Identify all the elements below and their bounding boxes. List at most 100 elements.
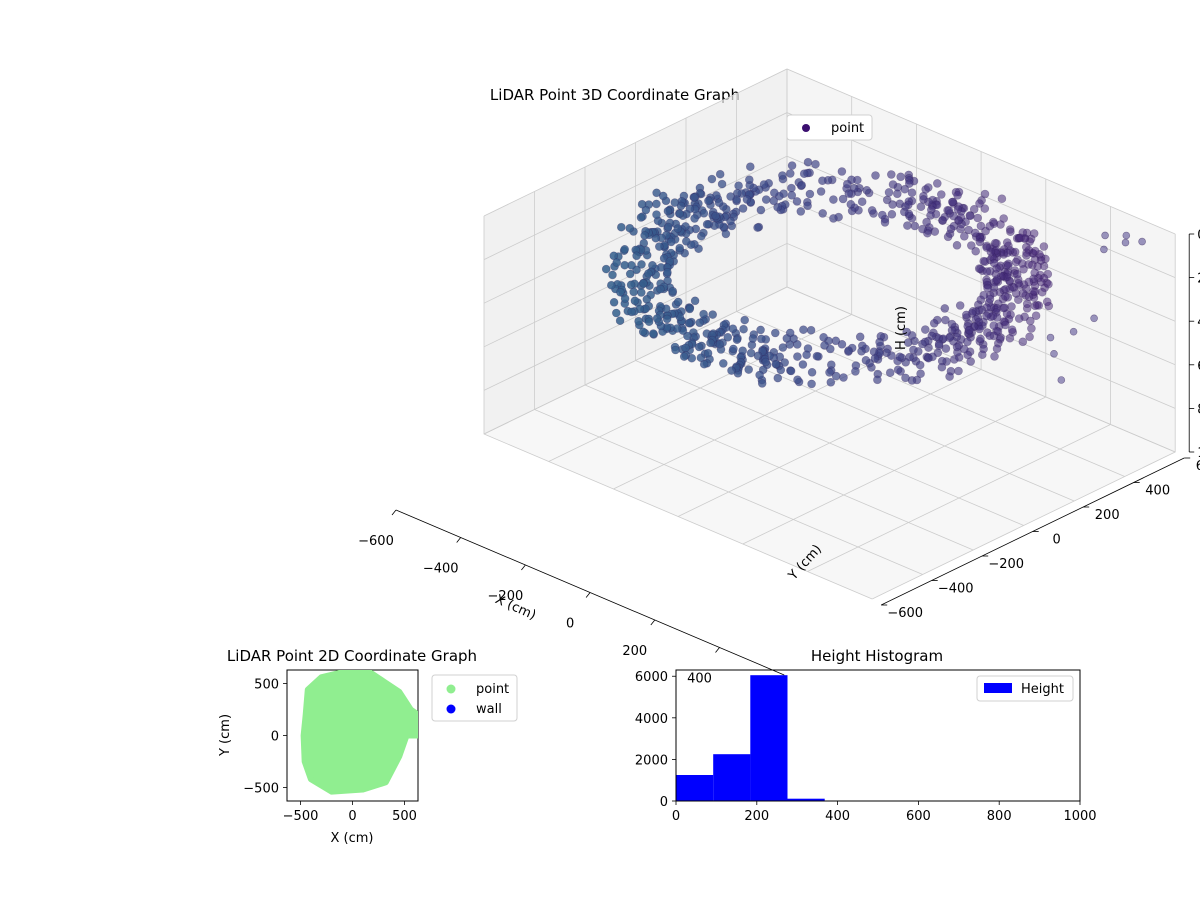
lidar-3d-point <box>636 213 646 222</box>
x-tick-label: 1000 <box>1063 809 1096 824</box>
lidar-3d-point <box>745 162 755 171</box>
lidar-3d-point <box>670 198 680 207</box>
histogram-title: Height Histogram <box>811 647 943 665</box>
lidar-3d-point <box>634 316 643 326</box>
lidar-3d-point <box>652 199 661 209</box>
lidar-3d-point <box>803 201 812 211</box>
lidar-3d-point <box>976 334 985 344</box>
lidar-3d-point <box>734 181 743 190</box>
lidar-3d-point <box>910 221 920 231</box>
lidar-3d-point <box>816 187 826 196</box>
lidar-3d-point <box>644 269 653 278</box>
lidar-3d-point <box>685 304 695 314</box>
lidar-3d-point <box>888 180 898 189</box>
h-tick-label: 800 <box>1197 402 1200 417</box>
lidar-3d-point <box>937 362 947 372</box>
lidar-3d-point <box>806 325 816 335</box>
lidar-3d-point <box>826 377 836 387</box>
lidar-3d-point <box>798 360 808 369</box>
lidar-3d-point <box>620 260 630 270</box>
lidar-3d-point <box>880 218 890 227</box>
lidar-3d-point <box>681 237 691 246</box>
lidar-3d-point <box>699 359 709 369</box>
lidar-3d-point <box>654 242 664 251</box>
lidar-3d-point <box>695 318 705 328</box>
lidar-3d-point <box>990 238 1000 248</box>
lidar-3d-point <box>965 211 975 220</box>
grid-h <box>483 68 1176 235</box>
lidar-3d-point <box>916 202 926 211</box>
lidar-3d-point <box>1007 325 1017 335</box>
lidar-3d-point <box>620 294 630 303</box>
lidar-3d-point <box>742 195 752 204</box>
lidar-3d-point <box>1026 316 1035 326</box>
lidar-3d-point <box>952 241 962 250</box>
histogram-legend: Height <box>976 675 1074 702</box>
lidar-3d-point <box>1006 227 1015 236</box>
lidar-3d-outlier <box>1122 231 1131 240</box>
lidar-3d-point <box>1013 295 1023 305</box>
lidar-3d-point <box>612 258 622 267</box>
lidar-3d-point <box>915 360 925 370</box>
lidar-3d-outlier <box>1046 333 1055 342</box>
lidar-3d-outlier <box>1138 237 1146 246</box>
lidar-3d-point <box>744 365 754 374</box>
lidar-3d-point <box>895 352 905 362</box>
lidar-3d-point <box>1027 324 1036 333</box>
lidar-3d-point <box>902 327 912 337</box>
lidar-3d-point <box>963 337 972 347</box>
lidar-3d-point <box>892 189 902 199</box>
lidar-3d-point <box>787 183 796 193</box>
lidar-3d-point <box>916 369 925 379</box>
lidar-3d-point <box>611 308 621 318</box>
lidar-3d-point <box>973 213 983 223</box>
x-tick-mark <box>391 509 397 516</box>
lidar-3d-point <box>997 194 1007 203</box>
lidar-3d-point <box>663 267 672 277</box>
lidar-3d-point <box>668 286 678 296</box>
lidar-3d-point <box>652 188 661 198</box>
lidar-3d-point <box>961 310 971 320</box>
lidar-3d-point <box>941 315 950 325</box>
lidar-3d-point <box>947 319 957 329</box>
lidar-3d-point <box>773 373 783 383</box>
lidar-3d-point <box>656 284 665 294</box>
x-tick-label: 800 <box>987 809 1012 824</box>
histogram-bar <box>750 675 788 801</box>
lidar-3d-point <box>903 221 912 230</box>
lidar-3d-point <box>626 280 636 290</box>
lidar-3d-point <box>934 339 944 349</box>
lidar-3d-legend-point: point <box>831 121 864 136</box>
lidar-3d-point <box>717 179 727 189</box>
lidar-2d-xlabel: X (cm) <box>331 831 374 846</box>
lidar-3d-point <box>959 232 969 241</box>
lidar-3d-point <box>658 191 668 201</box>
lidar-3d-point <box>759 180 769 189</box>
lidar-3d-point <box>980 204 990 213</box>
lidar-3d-point <box>953 191 962 200</box>
lidar-3d-point <box>739 324 748 334</box>
lidar-3d-outlier <box>1090 314 1098 323</box>
y-tick-label: 400 <box>1145 484 1170 499</box>
lidar-2d-ylabel: Y (cm) <box>218 714 233 757</box>
lidar-3d-point <box>888 200 897 209</box>
lidar-3d-point <box>887 210 897 219</box>
lidar-3d-point <box>638 327 648 337</box>
lidar-3d-point <box>707 174 717 184</box>
lidar-3d-point <box>884 188 894 197</box>
lidar-3d-point <box>871 171 880 180</box>
lidar-3d-point <box>773 202 782 212</box>
lidar-3d-point <box>907 188 917 197</box>
lidar-3d-y-axis <box>881 457 1185 606</box>
lidar-3d-point <box>867 206 877 215</box>
lidar-3d-point <box>1002 238 1012 247</box>
lidar-3d-point <box>615 316 625 326</box>
lidar-3d-point <box>893 365 903 375</box>
lidar-3d-point <box>673 224 683 233</box>
lidar-3d-point <box>825 344 835 354</box>
lidar-3d-point <box>769 188 779 198</box>
h-tick-label: 400 <box>1197 315 1200 330</box>
histogram-legend-height: Height <box>1021 682 1064 697</box>
lidar-3d-point <box>761 195 771 204</box>
lidar-3d-point <box>644 317 654 327</box>
